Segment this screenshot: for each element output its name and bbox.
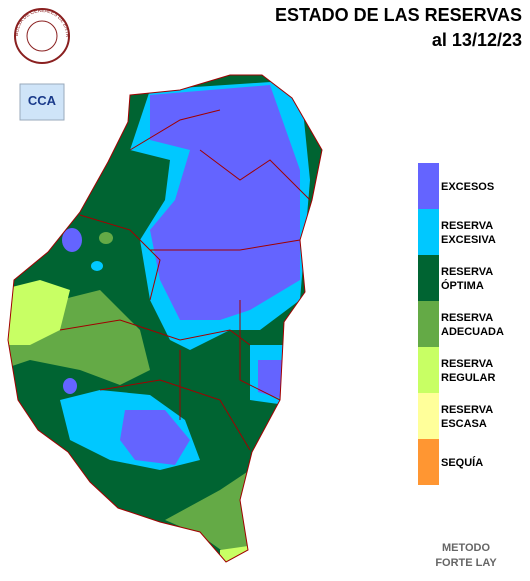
legend-label: RESERVA xyxy=(441,266,493,278)
legend-label: RESERVA xyxy=(441,404,493,416)
legend-label: ESCASA xyxy=(441,418,487,430)
legend-swatch xyxy=(418,347,439,393)
cca-badge: CCA xyxy=(28,93,57,108)
date: al 13/12/23 xyxy=(432,30,522,50)
legend-label: ADECUADA xyxy=(441,326,504,338)
legend-swatch xyxy=(418,393,439,439)
province-map xyxy=(8,75,322,562)
footer: METODO FORTE LAY xyxy=(435,542,497,569)
province-outline xyxy=(7,74,323,563)
legend-swatch xyxy=(418,301,439,347)
legend-label: RESERVA xyxy=(441,358,493,370)
logo: BOLSA DE CEREALES DE ENTRE RIOS CCA xyxy=(0,0,70,121)
legend-swatch xyxy=(418,439,439,485)
legend-swatch xyxy=(418,163,439,209)
legend-label: RESERVA xyxy=(441,312,493,324)
title: ESTADO DE LAS RESERVAS xyxy=(275,5,522,25)
legend-label: EXCESIVA xyxy=(441,234,496,246)
legend-swatch xyxy=(418,255,439,301)
legend-label: RESERVA xyxy=(441,220,493,232)
method-label: METODO xyxy=(442,542,491,554)
legend-label: ÓPTIMA xyxy=(441,279,484,292)
method-label: FORTE LAY xyxy=(435,557,497,569)
legend-label: REGULAR xyxy=(441,372,495,384)
legend-label: EXCESOS xyxy=(441,181,494,193)
legend-swatch xyxy=(418,209,439,255)
legend-label: SEQUÍA xyxy=(441,456,483,469)
legend: EXCESOSRESERVAEXCESIVARESERVAÓPTIMARESER… xyxy=(418,163,504,485)
